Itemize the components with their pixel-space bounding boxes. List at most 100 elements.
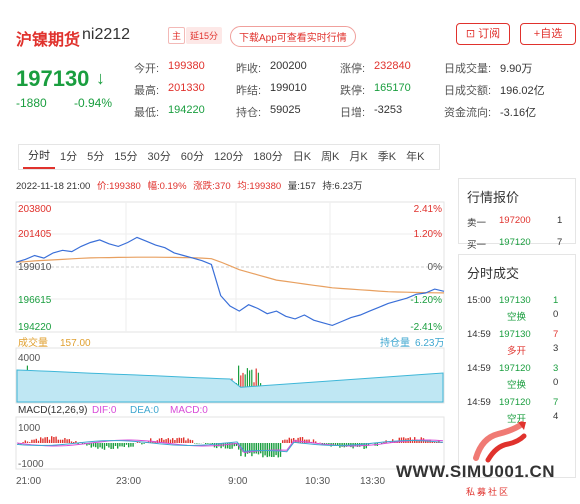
macd-bar (108, 443, 110, 448)
price-tick: 201405 (18, 229, 52, 240)
trade-price: 197130 (499, 295, 531, 306)
price-tick: 203800 (18, 204, 52, 215)
tab-intraday[interactable]: 分时 (23, 145, 55, 169)
macd-label: MACD(12,26,9) (18, 405, 87, 416)
macd-bar (315, 441, 317, 443)
macd-bar (229, 443, 231, 449)
tab-5min[interactable]: 5分 (87, 151, 105, 163)
tab-30min[interactable]: 30分 (147, 151, 171, 163)
price-lines (15, 236, 445, 327)
sell-qty: 1 (557, 215, 563, 226)
price-tick: 196615 (18, 295, 52, 306)
macd-bar (106, 443, 108, 446)
subscribe-button[interactable]: ⊡ 订阅 (456, 23, 510, 45)
macd-bar (242, 443, 244, 453)
macd-bar (207, 443, 209, 444)
macd-bar (185, 440, 187, 443)
sell-label: 卖一 (467, 218, 487, 229)
macd-bar (150, 438, 152, 443)
tab-15min[interactable]: 15分 (114, 151, 138, 163)
volume-bar (255, 368, 257, 402)
macd-bar (57, 439, 59, 443)
macd-bar (132, 443, 134, 447)
trade-type-qty: 0 (553, 309, 559, 320)
crosshair-info: 2022-11-18 21:00 价:199380 幅:0.19% 涨跌:370… (16, 178, 367, 192)
macd-bar (238, 443, 240, 450)
macd-bar (48, 439, 51, 443)
macd-bar (178, 437, 180, 443)
macd-bar (161, 438, 163, 443)
volume-bar (251, 369, 253, 402)
prev-close-value: 200200 (270, 60, 307, 72)
trade-type: 空换 (507, 312, 527, 323)
prev-settle-label: 昨结: (236, 85, 262, 97)
tab-quarterly-k[interactable]: 季K (377, 151, 397, 163)
macd-bar (40, 437, 42, 443)
macd-bar (312, 439, 315, 443)
macd-bar (172, 438, 174, 443)
macd-bar (55, 436, 57, 443)
macd-bar (288, 437, 290, 443)
tab-180min[interactable]: 180分 (253, 151, 283, 163)
x-tick: 13:30 (360, 476, 385, 487)
tab-120min[interactable]: 120分 (214, 151, 244, 163)
macd-bar (328, 443, 330, 445)
macd-bar (119, 443, 121, 447)
macd-bar (95, 443, 97, 448)
macd-bar (68, 439, 70, 443)
macd-bar (75, 441, 77, 443)
macd-bar (123, 443, 125, 447)
macd-bar (264, 443, 266, 456)
main-contract-tag: 主 (168, 27, 186, 44)
macd-bar (189, 439, 191, 443)
tab-monthly-k[interactable]: 月K (349, 151, 368, 163)
add-favorite-button[interactable]: +自选 (520, 23, 576, 45)
macd-bar (240, 443, 242, 457)
quote-header: 沪镍期货 ni2212 主 延15分 下载App可查看实时行情 ⊡ 订阅 +自选… (0, 0, 580, 140)
macd-bar (196, 443, 198, 444)
macd-bar (194, 443, 196, 444)
info-avg: 均:199380 (237, 181, 282, 192)
macd-panel-frame (15, 416, 445, 470)
macd-bar (97, 443, 99, 449)
price-tick: 199010 (18, 262, 52, 273)
dea-label: DEA:0 (130, 405, 159, 416)
tab-yearly-k[interactable]: 年K (406, 151, 425, 163)
pct-tick: -1.20% (410, 295, 442, 306)
macd-bar (143, 443, 145, 444)
info-time: 2022-11-18 21:00 (16, 181, 91, 192)
dif-line (16, 439, 444, 454)
macd-bar (231, 443, 233, 449)
down-arrow-icon: ↓ (96, 68, 105, 88)
tab-daily-k[interactable]: 日K (292, 151, 312, 163)
fund-flow-label: 资金流向: (444, 107, 492, 119)
tab-60min[interactable]: 60分 (180, 151, 204, 163)
price-change-pct: -0.94% (74, 96, 113, 110)
x-tick: 9:00 (228, 476, 248, 487)
prev-settle-value: 199010 (270, 82, 307, 94)
dea-line (16, 439, 444, 453)
open-value: 199380 (168, 60, 205, 72)
macd-bar (139, 442, 141, 443)
hold-value: 6.23万 (415, 338, 444, 349)
macd-bar (53, 437, 55, 443)
macd-bar (286, 439, 288, 443)
daily-add-value: -3253 (374, 104, 403, 116)
macd-bar (367, 443, 370, 446)
download-app-link[interactable]: 下载App可查看实时行情 (230, 26, 356, 47)
trade-time: 14:59 (467, 329, 491, 340)
macd-bar (341, 443, 343, 447)
macd-bar (255, 443, 257, 454)
macd-bar (431, 442, 433, 443)
macd-bar (121, 443, 123, 447)
tab-weekly-k[interactable]: 周K (321, 151, 340, 163)
sell-price: 197200 (499, 215, 531, 226)
intraday-chart[interactable]: 203800 201405 199010 196615 194220 2.41%… (0, 195, 450, 495)
macd-bar (31, 439, 33, 443)
open-label: 今开: (134, 63, 160, 75)
high-label: 最高: (134, 85, 160, 97)
price-line (15, 236, 445, 327)
macd-bar (299, 437, 301, 443)
tab-1min[interactable]: 1分 (60, 151, 78, 163)
trades-title: 分时成交 (467, 266, 520, 281)
